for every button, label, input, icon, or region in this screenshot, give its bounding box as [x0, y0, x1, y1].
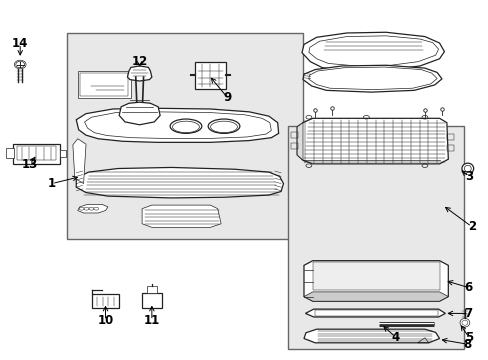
Bar	[291, 132, 298, 138]
Polygon shape	[297, 118, 447, 164]
Polygon shape	[76, 108, 278, 142]
Bar	[66, 33, 303, 239]
Polygon shape	[78, 204, 108, 213]
Bar	[92, 294, 119, 309]
Text: 7: 7	[464, 307, 472, 320]
Text: 3: 3	[464, 170, 472, 183]
Bar	[147, 286, 157, 293]
Bar	[78, 71, 131, 98]
Bar	[312, 262, 439, 291]
Ellipse shape	[461, 163, 473, 174]
Ellipse shape	[16, 61, 24, 68]
Text: 4: 4	[391, 330, 399, 343]
Polygon shape	[142, 205, 221, 227]
Bar	[315, 310, 437, 316]
Ellipse shape	[459, 319, 469, 327]
Polygon shape	[305, 309, 445, 317]
Polygon shape	[304, 292, 447, 301]
Bar	[447, 134, 453, 140]
Text: 10: 10	[97, 314, 113, 327]
Bar	[142, 293, 161, 309]
Bar	[291, 143, 298, 149]
Text: 9: 9	[223, 91, 231, 104]
Bar	[447, 145, 453, 150]
Bar	[288, 126, 463, 348]
Text: 1: 1	[48, 177, 56, 190]
Bar	[60, 149, 65, 157]
Polygon shape	[127, 66, 152, 81]
Bar	[80, 73, 128, 96]
Text: 2: 2	[467, 220, 475, 233]
Bar	[194, 62, 225, 89]
Text: 5: 5	[464, 330, 472, 343]
Polygon shape	[304, 329, 439, 343]
Bar	[17, 146, 56, 160]
Bar	[6, 148, 14, 158]
Text: 13: 13	[22, 158, 38, 171]
Polygon shape	[303, 65, 441, 92]
Text: 8: 8	[463, 338, 471, 351]
Bar	[13, 144, 60, 164]
Polygon shape	[76, 167, 283, 198]
Polygon shape	[73, 139, 86, 184]
Polygon shape	[297, 123, 303, 160]
Polygon shape	[304, 261, 447, 301]
Text: 14: 14	[12, 37, 28, 50]
Text: 11: 11	[143, 314, 160, 327]
Text: 12: 12	[131, 55, 147, 68]
Text: 6: 6	[464, 281, 472, 294]
Polygon shape	[302, 32, 444, 71]
Polygon shape	[119, 102, 160, 125]
